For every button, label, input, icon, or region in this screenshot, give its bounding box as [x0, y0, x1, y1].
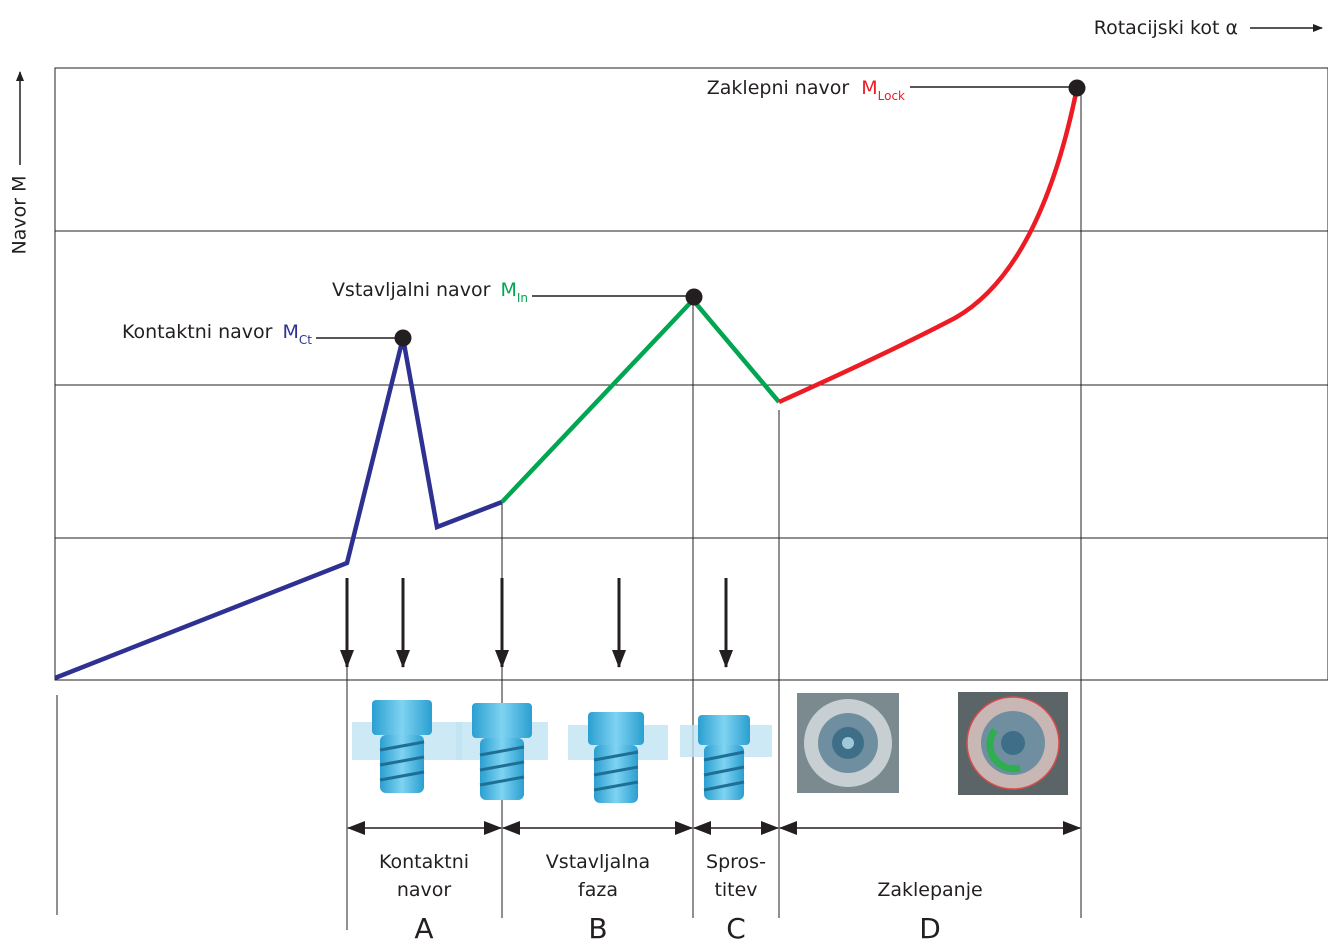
top-view [958, 692, 1068, 795]
phase-label: Vstavljalna [546, 851, 650, 873]
phase-letter: A [414, 912, 433, 945]
phase-label: faza [578, 879, 618, 901]
phase-label: Kontaktni [379, 851, 469, 873]
screw [456, 703, 548, 800]
screw-images [352, 692, 1068, 803]
phase-label: navor [397, 879, 452, 901]
phase-letter: D [919, 912, 941, 945]
down-arrows [340, 578, 733, 668]
x-axis-label: Rotacijski kot α [1094, 17, 1238, 39]
plot-frame [54, 67, 1328, 681]
point [394, 329, 412, 347]
annotation: Zaklepni navor MLock [707, 77, 905, 103]
screw [568, 712, 668, 803]
y-axis-label: Navor M [9, 176, 31, 255]
annotation: Kontaktni navor MCt [122, 321, 312, 347]
screw [352, 700, 462, 793]
top-view [797, 693, 899, 793]
phase-label: Spros- [706, 851, 766, 873]
curve-locking [778, 87, 1080, 405]
curve-contact [54, 337, 503, 681]
annotation: Vstavljalni navor MIn [332, 279, 528, 305]
curve-insertion [500, 296, 781, 504]
phase-label: Zaklepanje [877, 879, 982, 901]
phase-label: titev [714, 879, 757, 901]
point [685, 288, 703, 306]
phase-letter: C [726, 912, 746, 945]
point [1068, 79, 1086, 97]
phase-letter: B [588, 912, 607, 945]
screw [680, 715, 772, 800]
